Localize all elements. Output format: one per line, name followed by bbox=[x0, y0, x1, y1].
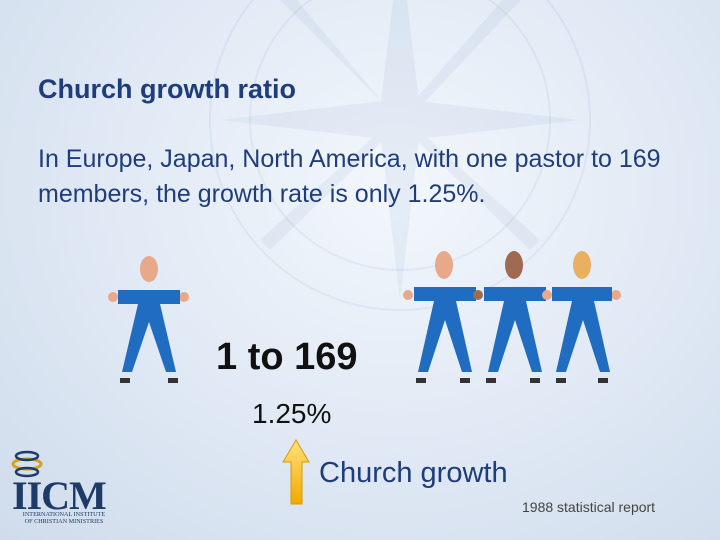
source-note: 1988 statistical report bbox=[522, 499, 656, 515]
ratio-label: 1 to 169 bbox=[216, 336, 358, 378]
member-figure-icon bbox=[473, 251, 546, 383]
slide-body-text: In Europe, Japan, North America, with on… bbox=[38, 145, 661, 208]
logo-subtitle-line: OF CHRISTIAN MINISTRIES bbox=[24, 518, 104, 525]
logo-subtitle-line: INTERNATIONAL INSTITUTE bbox=[22, 511, 106, 518]
member-figure-icon bbox=[542, 251, 621, 383]
growth-label: Church growth bbox=[319, 457, 508, 489]
logo-subtitle: INTERNATIONAL INSTITUTE OF CHRISTIAN MIN… bbox=[12, 511, 116, 525]
globe-logo-icon bbox=[11, 450, 43, 478]
member-figure-icon bbox=[403, 251, 476, 383]
up-arrow-icon bbox=[282, 439, 310, 505]
pastor-figure-icon bbox=[108, 256, 189, 383]
logo-wordmark: IICM bbox=[12, 473, 107, 518]
slide-title: Church growth ratio bbox=[38, 74, 296, 104]
growth-percent: 1.25% bbox=[252, 398, 332, 429]
